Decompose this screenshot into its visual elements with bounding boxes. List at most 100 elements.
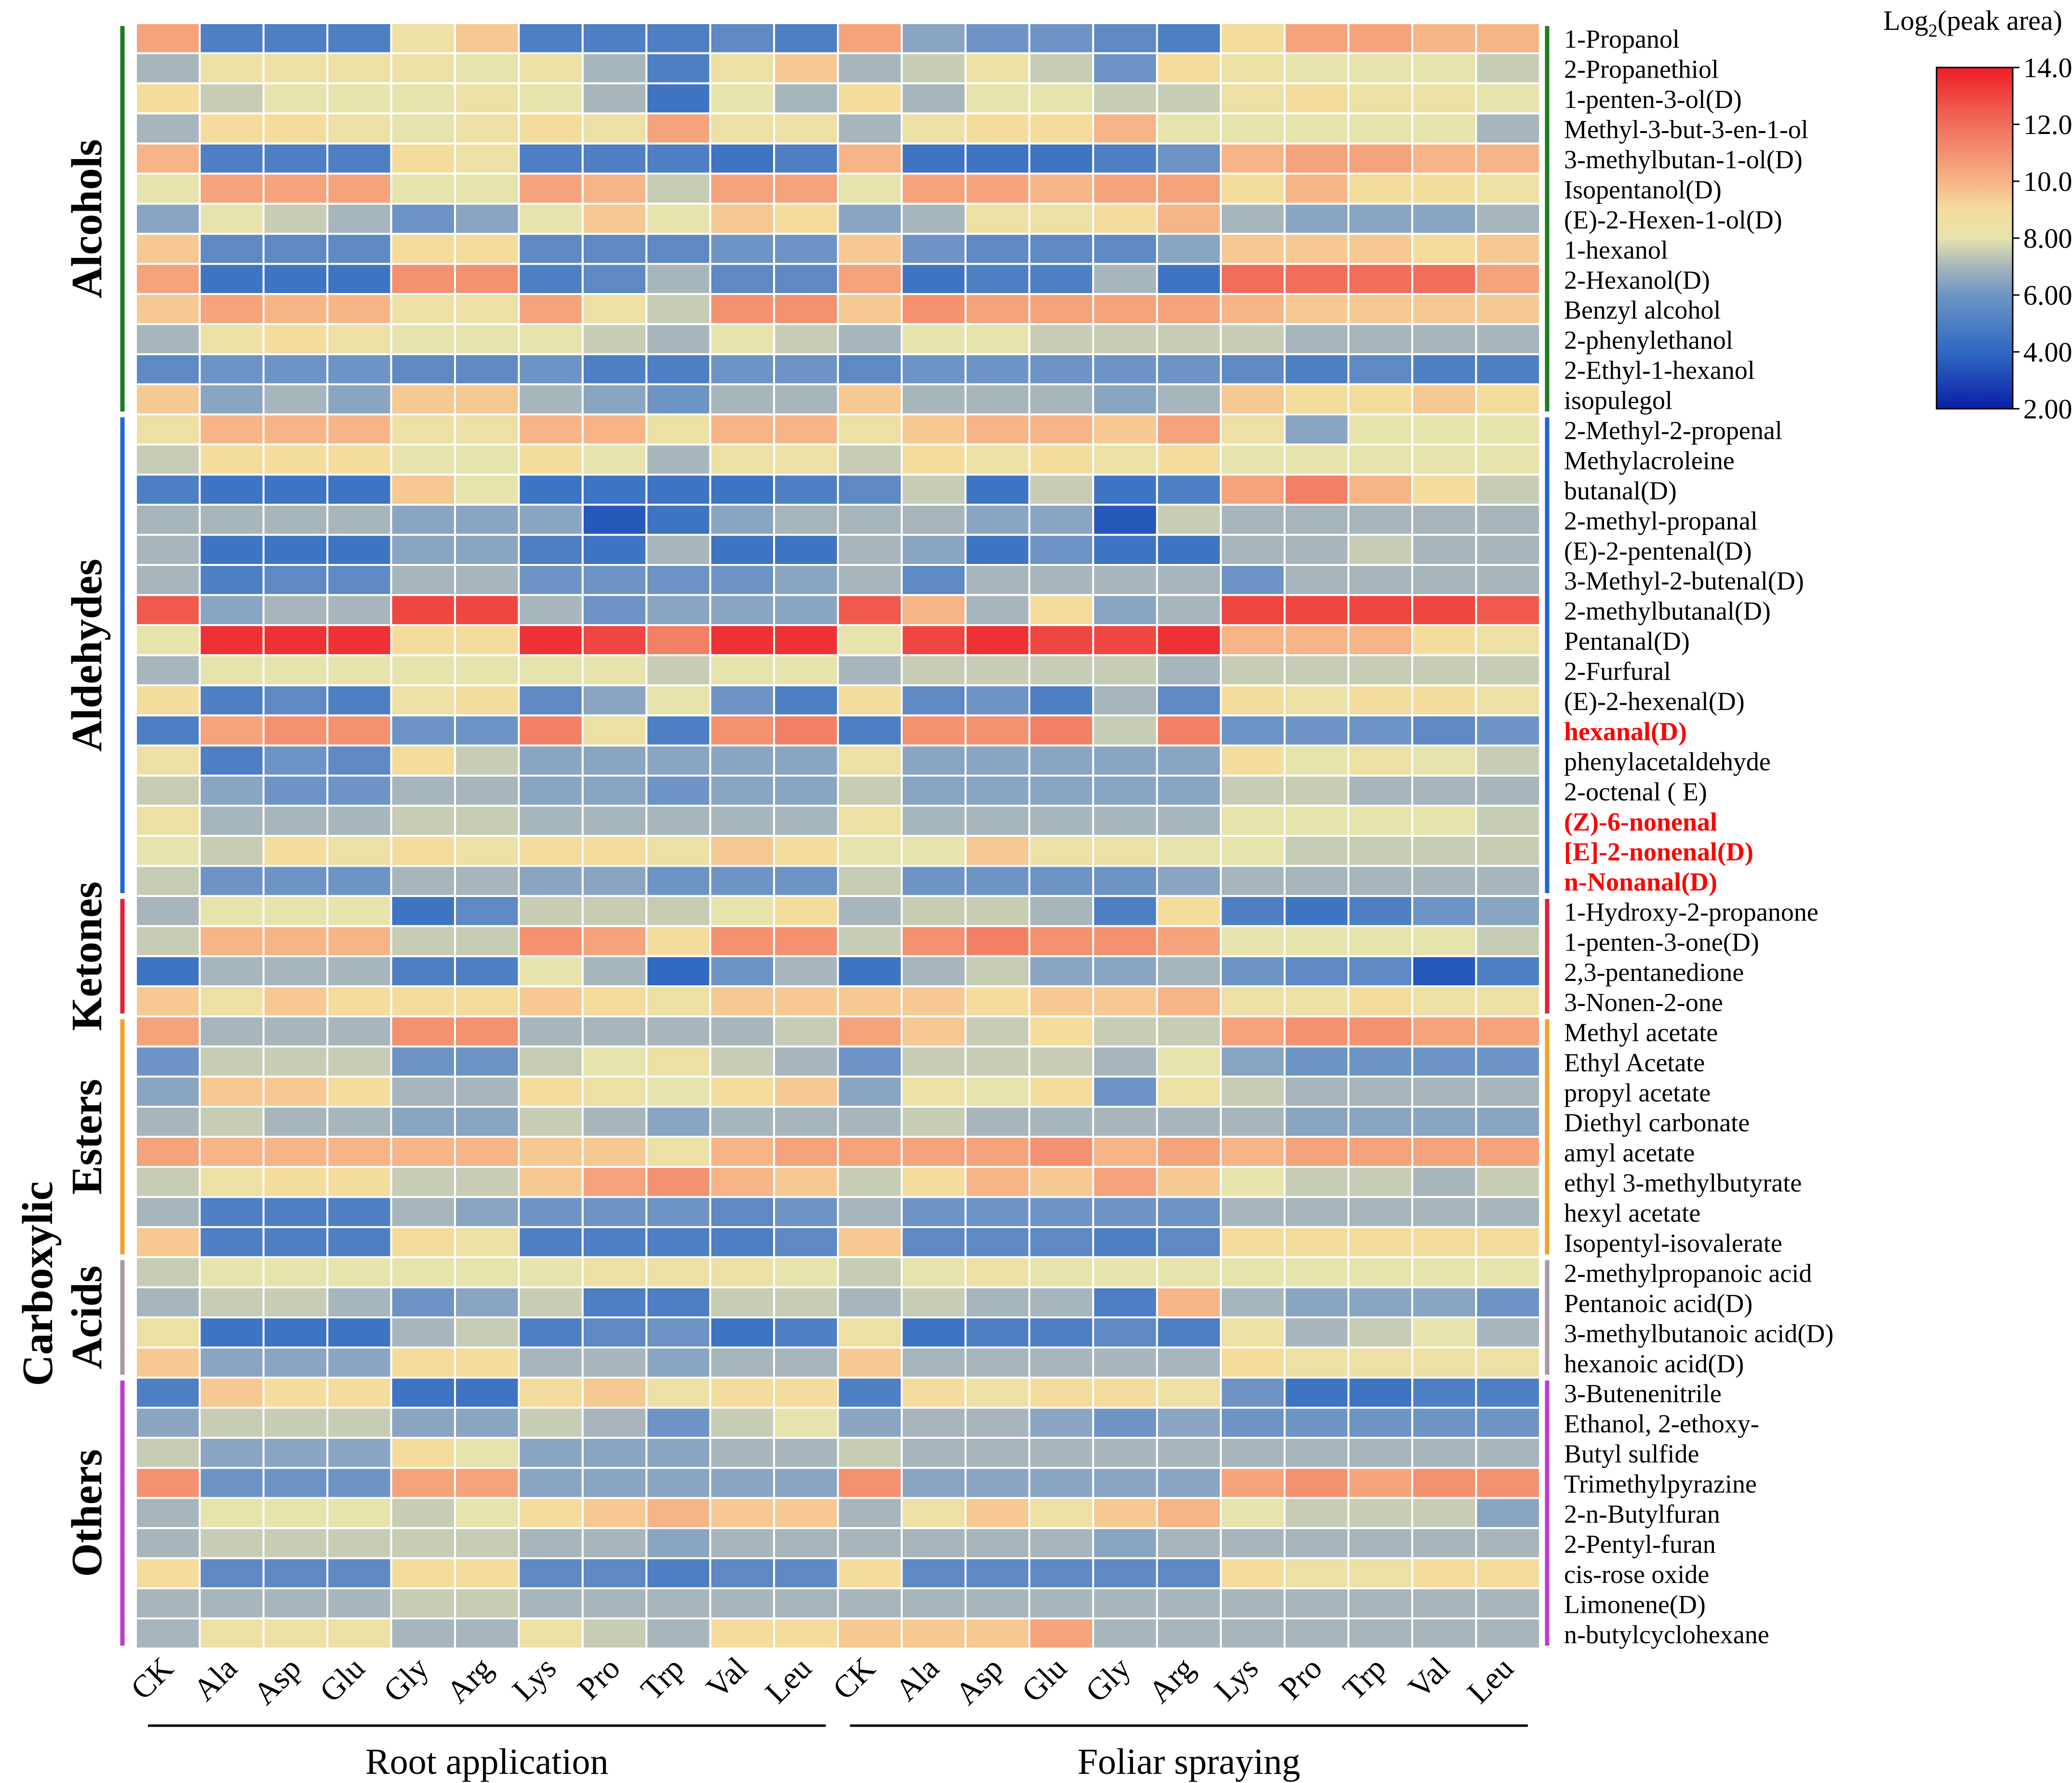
- heatmap-cell: [1156, 895, 1222, 927]
- heatmap-cell: [1347, 1196, 1414, 1228]
- heatmap-cell: [964, 744, 1030, 777]
- heatmap-cell: [1411, 1166, 1477, 1198]
- heatmap-cell: [326, 1226, 392, 1259]
- heatmap-cell: [199, 1226, 265, 1259]
- heatmap-cell: [900, 1436, 967, 1469]
- heatmap-cell: [1283, 1196, 1350, 1228]
- heatmap-cell: [1156, 82, 1222, 115]
- heatmap-cell: [709, 413, 775, 446]
- row-label: Pentanal(D): [1564, 627, 1690, 656]
- heatmap-cell: [199, 714, 265, 747]
- heatmap-cell: [1283, 714, 1350, 747]
- heatmap-cell: [1219, 1497, 1286, 1529]
- heatmap-cell: [900, 714, 967, 747]
- heatmap-cell: [390, 744, 456, 777]
- heatmap-cell: [900, 624, 967, 657]
- heatmap-cell: [773, 1346, 839, 1379]
- heatmap-cell: [645, 1015, 711, 1048]
- heatmap-cell: [709, 1527, 775, 1559]
- heatmap-cell: [645, 142, 711, 175]
- heatmap-cell: [199, 504, 265, 536]
- row-label: 2-octenal ( E): [1564, 777, 1707, 806]
- heatmap-cell: [837, 684, 903, 717]
- heatmap-cell: [837, 504, 903, 536]
- heatmap-cell: [1475, 383, 1541, 416]
- row-label: 2-Hexanol(D): [1564, 266, 1710, 295]
- heatmap-cell: [709, 473, 775, 506]
- heatmap-cell: [581, 173, 648, 205]
- heatmap-cell: [837, 1286, 903, 1319]
- heatmap-cell: [1219, 263, 1286, 295]
- colorbar-tick-label: 14.00: [2023, 52, 2072, 83]
- heatmap-cell: [1283, 504, 1350, 536]
- heatmap-cell: [1092, 112, 1158, 145]
- heatmap-cell: [837, 1557, 903, 1590]
- heatmap-cell: [454, 1075, 520, 1108]
- heatmap-cell: [773, 624, 839, 657]
- heatmap-cell: [1411, 82, 1477, 115]
- heatmap-cell: [773, 654, 839, 686]
- heatmap-cell: [709, 955, 775, 988]
- heatmap-cell: [900, 1106, 967, 1138]
- heatmap-cell: [199, 684, 265, 717]
- heatmap-cell: [1092, 1436, 1158, 1469]
- heatmap-cell: [709, 744, 775, 777]
- heatmap-cell: [964, 1316, 1030, 1349]
- heatmap-cell: [1028, 594, 1095, 626]
- heatmap-cell: [454, 594, 520, 626]
- heatmap-cell: [326, 1136, 392, 1168]
- heatmap-cell: [1475, 1587, 1541, 1620]
- heatmap-cell: [1475, 1106, 1541, 1138]
- heatmap-cell: [1219, 865, 1286, 897]
- heatmap-cell: [964, 1587, 1030, 1620]
- heatmap-cell: [837, 955, 903, 988]
- heatmap-cell: [900, 564, 967, 596]
- heatmap-cell: [390, 263, 456, 295]
- heatmap-cell: [773, 22, 839, 54]
- heatmap-cell: [1028, 744, 1095, 777]
- heatmap-cell: [1219, 1136, 1286, 1168]
- heatmap-cell: [1092, 1046, 1158, 1078]
- heatmap-cell: [326, 1407, 392, 1439]
- heatmap-cell: [1411, 835, 1477, 867]
- heatmap-cell: [645, 594, 711, 626]
- heatmap-cell: [773, 1106, 839, 1138]
- heatmap-cell: [135, 744, 201, 777]
- heatmap-cell: [390, 1256, 456, 1288]
- heatmap-cell: [1219, 1617, 1286, 1650]
- heatmap-cell: [1092, 1557, 1158, 1590]
- heatmap-cell: [1475, 684, 1541, 717]
- colorbar-tick-label: 10.00: [2023, 166, 2072, 197]
- heatmap-cell: [1283, 955, 1350, 988]
- heatmap-cell: [518, 775, 584, 807]
- heatmap-cell: [1283, 443, 1350, 476]
- heatmap-cell: [1219, 473, 1286, 506]
- heatmap-cell: [1283, 654, 1350, 686]
- heatmap-cell: [1347, 112, 1414, 145]
- heatmap-cell: [900, 1196, 967, 1228]
- heatmap-cell: [199, 1497, 265, 1529]
- heatmap-cell: [1028, 835, 1095, 867]
- heatmap-cell: [1092, 925, 1158, 957]
- heatmap-cell: [135, 534, 201, 566]
- heatmap-cell: [199, 473, 265, 506]
- heatmap-cell: [773, 202, 839, 235]
- heatmap-cell: [1347, 744, 1414, 777]
- group-label: Foliar spraying: [1078, 1742, 1300, 1782]
- heatmap-cell: [1411, 1617, 1477, 1650]
- heatmap-cell: [135, 1587, 201, 1620]
- heatmap-cell: [518, 413, 584, 446]
- heatmap-cell: [1092, 1497, 1158, 1529]
- heatmap-cell: [262, 443, 329, 476]
- heatmap-cell: [1028, 1346, 1095, 1379]
- row-label: [E]-2-nonenal(D): [1564, 837, 1753, 866]
- heatmap-cell: [135, 1316, 201, 1349]
- heatmap-cell: [199, 22, 265, 54]
- heatmap-cell: [581, 594, 648, 626]
- heatmap-cell: [1475, 985, 1541, 1018]
- heatmap-cell: [837, 654, 903, 686]
- heatmap-cell: [1092, 353, 1158, 386]
- heatmap-cell: [1475, 1075, 1541, 1108]
- heatmap-cell: [1411, 443, 1477, 476]
- heatmap-cell: [837, 293, 903, 325]
